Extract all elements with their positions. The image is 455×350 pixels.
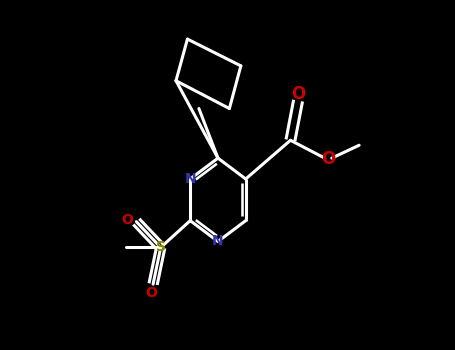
Text: O: O	[121, 213, 134, 227]
Text: N: N	[212, 234, 224, 248]
Text: O: O	[146, 286, 157, 300]
Text: N: N	[184, 172, 196, 186]
Text: O: O	[321, 150, 335, 168]
Text: O: O	[291, 85, 305, 103]
Text: S: S	[156, 240, 166, 254]
